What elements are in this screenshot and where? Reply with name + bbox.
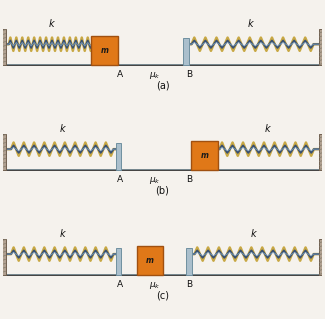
Text: (a): (a)	[156, 80, 169, 91]
Polygon shape	[0, 239, 6, 275]
Text: B: B	[186, 70, 192, 79]
Text: B: B	[186, 280, 192, 289]
Text: A: A	[117, 70, 123, 79]
Text: m: m	[201, 151, 209, 160]
Text: A: A	[117, 175, 123, 184]
Text: B: B	[186, 175, 192, 184]
Text: A: A	[117, 280, 123, 289]
Text: (b): (b)	[156, 185, 169, 196]
Text: k: k	[59, 124, 65, 134]
Text: (c): (c)	[156, 290, 169, 300]
Polygon shape	[91, 36, 118, 65]
Polygon shape	[319, 239, 325, 275]
Text: $\mu_k$: $\mu_k$	[149, 175, 161, 186]
Polygon shape	[137, 246, 163, 275]
Polygon shape	[0, 29, 6, 65]
Polygon shape	[116, 143, 122, 170]
Polygon shape	[319, 29, 325, 65]
Text: k: k	[251, 229, 256, 239]
Polygon shape	[186, 248, 192, 275]
Polygon shape	[319, 134, 325, 170]
Polygon shape	[0, 134, 6, 170]
Polygon shape	[116, 248, 122, 275]
Text: m: m	[100, 46, 109, 55]
Text: k: k	[48, 19, 54, 29]
Polygon shape	[183, 38, 189, 65]
Text: k: k	[247, 19, 253, 29]
Polygon shape	[191, 141, 218, 170]
Text: m: m	[146, 256, 154, 265]
Text: k: k	[59, 229, 65, 239]
Polygon shape	[193, 143, 198, 170]
Text: k: k	[265, 124, 270, 134]
Text: $\mu_k$: $\mu_k$	[149, 280, 161, 291]
Polygon shape	[111, 38, 117, 65]
Text: $\mu_k$: $\mu_k$	[149, 70, 161, 81]
